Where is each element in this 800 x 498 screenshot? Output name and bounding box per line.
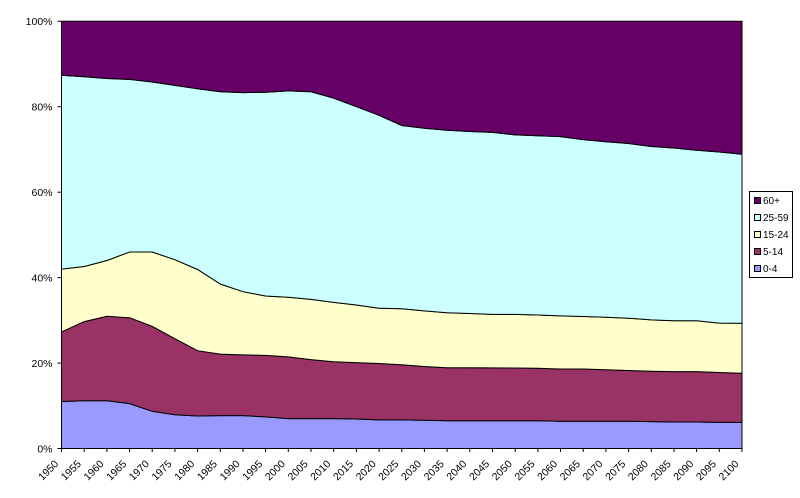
svg-text:25-59: 25-59 bbox=[763, 213, 789, 224]
svg-text:60%: 60% bbox=[31, 187, 52, 199]
svg-text:20%: 20% bbox=[31, 358, 52, 370]
svg-text:80%: 80% bbox=[31, 102, 52, 114]
svg-text:15-24: 15-24 bbox=[763, 230, 789, 241]
svg-text:5-14: 5-14 bbox=[763, 247, 783, 258]
svg-text:0-4: 0-4 bbox=[763, 264, 778, 275]
svg-text:40%: 40% bbox=[31, 272, 52, 284]
svg-text:60+: 60+ bbox=[763, 196, 780, 207]
svg-text:0%: 0% bbox=[37, 443, 52, 455]
svg-text:100%: 100% bbox=[26, 16, 53, 28]
